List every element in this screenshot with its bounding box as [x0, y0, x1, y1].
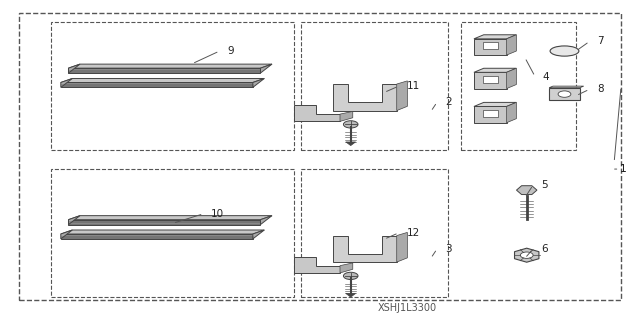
Polygon shape — [61, 230, 72, 239]
Polygon shape — [68, 216, 80, 225]
Polygon shape — [507, 68, 516, 89]
Bar — [483, 76, 497, 83]
Bar — [483, 42, 497, 49]
Text: XSHJ1L3300: XSHJ1L3300 — [378, 303, 436, 313]
Polygon shape — [474, 68, 516, 72]
Polygon shape — [260, 64, 272, 73]
Text: 1: 1 — [620, 164, 626, 174]
Polygon shape — [294, 105, 340, 122]
Text: 7: 7 — [597, 36, 604, 47]
Circle shape — [520, 252, 533, 258]
Polygon shape — [474, 39, 507, 55]
Polygon shape — [61, 234, 253, 239]
Polygon shape — [68, 64, 80, 73]
Polygon shape — [260, 216, 272, 225]
Polygon shape — [61, 78, 72, 87]
Polygon shape — [61, 83, 253, 87]
Text: 6: 6 — [541, 244, 547, 254]
Polygon shape — [474, 35, 516, 39]
Polygon shape — [397, 233, 407, 262]
Polygon shape — [515, 248, 539, 262]
Circle shape — [344, 121, 358, 128]
Circle shape — [558, 91, 571, 97]
Polygon shape — [333, 84, 397, 111]
Polygon shape — [474, 102, 516, 107]
Bar — [51, 169, 294, 297]
Circle shape — [344, 272, 358, 279]
Polygon shape — [340, 263, 353, 273]
Polygon shape — [397, 81, 407, 111]
Bar — [51, 22, 294, 150]
Text: 8: 8 — [597, 84, 604, 94]
Text: 11: 11 — [406, 81, 420, 91]
Text: 3: 3 — [445, 244, 451, 254]
Polygon shape — [61, 78, 264, 83]
Bar — [301, 22, 448, 150]
Text: 5: 5 — [541, 180, 547, 190]
Polygon shape — [340, 111, 353, 122]
Ellipse shape — [550, 46, 579, 56]
Text: 12: 12 — [406, 228, 420, 238]
Polygon shape — [474, 72, 507, 89]
Polygon shape — [516, 186, 537, 195]
Polygon shape — [68, 64, 272, 68]
Bar — [483, 110, 497, 117]
Polygon shape — [549, 86, 584, 88]
Text: 1: 1 — [620, 164, 626, 174]
Text: 4: 4 — [543, 71, 549, 82]
Polygon shape — [68, 216, 272, 220]
Polygon shape — [474, 107, 507, 123]
Polygon shape — [294, 256, 340, 273]
Polygon shape — [507, 35, 516, 55]
Polygon shape — [61, 230, 264, 234]
Text: 9: 9 — [227, 46, 234, 56]
Bar — [301, 169, 448, 297]
Text: 10: 10 — [211, 209, 225, 219]
Polygon shape — [68, 220, 260, 225]
Polygon shape — [346, 142, 356, 145]
Polygon shape — [253, 230, 264, 239]
Polygon shape — [253, 78, 264, 87]
Bar — [461, 22, 576, 150]
Text: 2: 2 — [445, 97, 451, 107]
Polygon shape — [507, 102, 516, 123]
Polygon shape — [333, 235, 397, 262]
Polygon shape — [68, 68, 260, 73]
Polygon shape — [346, 293, 356, 297]
FancyBboxPatch shape — [549, 88, 580, 100]
